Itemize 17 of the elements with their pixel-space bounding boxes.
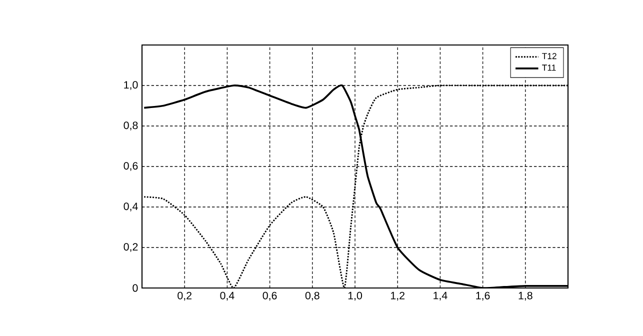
x-tick-label: 1,2: [391, 292, 404, 301]
x-tick-label: 0,2: [178, 292, 192, 301]
x-tick-label: 0,4: [220, 292, 234, 301]
y-tick-label: 0,8: [124, 122, 138, 130]
y-tick-label: 0,2: [124, 243, 138, 252]
x-tick-label: 0,6: [262, 292, 277, 301]
legend-label: T12: [542, 53, 556, 60]
y-tick-label: 0,4: [124, 202, 138, 212]
x-tick-label: 0,8: [305, 292, 320, 301]
legend-label: T11: [542, 64, 556, 71]
x-tick-label: 1,0: [348, 292, 362, 301]
x-tick-label: 1,6: [476, 292, 490, 301]
x-tick-label: 1,8: [518, 292, 532, 301]
y-tick-label: 0: [132, 284, 138, 292]
x-tick-label: 1,4: [434, 292, 448, 301]
y-tick-label: 0,6: [124, 162, 138, 171]
y-tick-label: 1,0: [124, 81, 138, 90]
